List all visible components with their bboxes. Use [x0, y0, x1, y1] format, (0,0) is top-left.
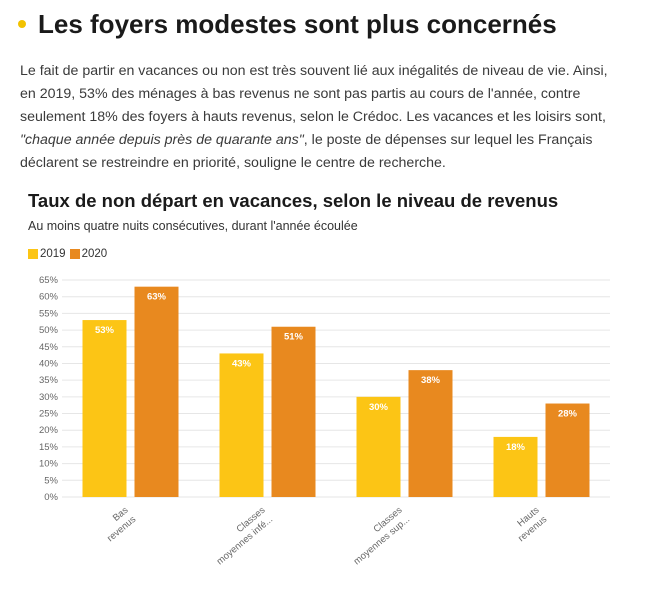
y-tick-label: 20% — [39, 425, 59, 436]
bar-2020 — [271, 326, 316, 497]
legend-item-2020[interactable]: 2020 — [69, 248, 108, 260]
chart-subtitle: Au moins quatre nuits consécutives, dura… — [28, 219, 358, 233]
y-tick-label: 25% — [39, 409, 59, 420]
y-tick-label: 60% — [39, 292, 59, 303]
y-tick-label: 5% — [44, 475, 58, 486]
data-label: 30% — [369, 402, 389, 413]
article-text-intro: Le fait de partir en vacances ou non est… — [20, 63, 608, 125]
legend-item-2019[interactable]: 2019 — [28, 248, 66, 260]
bar-chart: 0% 5% 10% 15% 20% 25% 30% 35% 40% 45% 50% 55% 60% 65%… — [39, 275, 610, 568]
article-text-outro: , le poste de dépenses sur lequel les Fr… — [20, 132, 593, 171]
data-label: 43% — [232, 358, 252, 369]
bar-2019 — [82, 320, 127, 497]
data-label: 28% — [558, 409, 578, 420]
bar-2020 — [545, 403, 590, 497]
legend-swatch-2020 — [69, 249, 80, 259]
y-tick-label: 55% — [39, 308, 59, 319]
y-tick-label: 40% — [39, 358, 59, 369]
article-paragraph: Le fait de partir en vacances ou non est… — [20, 60, 620, 175]
data-label: 53% — [95, 325, 115, 336]
y-tick-label: 0% — [44, 492, 58, 503]
y-tick-label: 50% — [39, 325, 59, 336]
y-tick-label: 65% — [39, 275, 59, 286]
legend-label-2019: 2019 — [40, 248, 66, 260]
data-label: 18% — [506, 442, 526, 453]
bullet-icon — [18, 20, 26, 28]
article-quote: "chaque année depuis près de quarante an… — [20, 132, 304, 148]
chart-title: Taux de non départ en vacances, selon le… — [28, 190, 559, 211]
category-label: Classesmoyennes infé... — [207, 505, 275, 568]
category-label: Hautsrevenus — [508, 505, 549, 545]
y-tick-label: 35% — [39, 375, 59, 386]
bar-2019 — [356, 396, 401, 497]
legend-swatch-2019 — [28, 249, 38, 259]
y-tick-label: 10% — [39, 459, 59, 470]
data-label: 38% — [421, 375, 441, 386]
bar-2019 — [493, 436, 538, 497]
category-label: Classesmoyennes sup... — [344, 505, 412, 568]
section-heading: Les foyers modestes sont plus concernés — [18, 4, 557, 44]
y-tick-label: 15% — [39, 442, 59, 453]
legend-label-2020: 2020 — [81, 248, 108, 260]
y-tick-label: 30% — [39, 392, 59, 403]
category-label: Basrevenus — [97, 505, 138, 545]
bar-2019 — [219, 353, 264, 497]
section-title: Les foyers modestes sont plus concernés — [38, 8, 557, 39]
y-tick-label: 45% — [39, 342, 59, 353]
bar-2020 — [134, 286, 179, 497]
bar-2020 — [408, 370, 453, 497]
chart-legend: 2019 2020 — [28, 248, 111, 260]
data-label: 63% — [147, 292, 167, 303]
data-label: 51% — [284, 332, 304, 343]
